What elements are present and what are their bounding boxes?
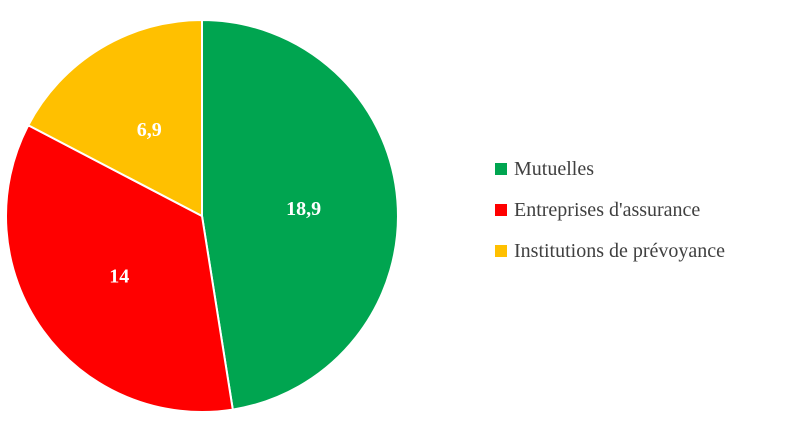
legend-item-mutuelles: Mutuelles	[495, 157, 725, 181]
legend-swatch-green-icon	[495, 163, 507, 175]
slice-value-label-entreprises-assurance: 14	[109, 266, 129, 288]
legend-item-institutions-prevoyance: Institutions de prévoyance	[495, 239, 725, 263]
legend-swatch-yellow-icon	[495, 245, 507, 257]
slice-value-label-institutions-prevoyance: 6,9	[137, 119, 162, 141]
chart-legend: Mutuelles Entreprises d'assurance Instit…	[495, 157, 725, 280]
legend-item-entreprises-assurance: Entreprises d'assurance	[495, 198, 725, 222]
legend-swatch-red-icon	[495, 204, 507, 216]
pie-slice-mutuelles	[201, 19, 399, 411]
pie-slice-entreprises-assurance	[5, 124, 234, 413]
pie-slice-institutions-prevoyance	[27, 19, 203, 217]
legend-label: Entreprises d'assurance	[514, 199, 701, 221]
slice-value-label-mutuelles: 18,9	[286, 198, 321, 220]
legend-label: Mutuelles	[514, 158, 594, 180]
legend-label: Institutions de prévoyance	[514, 240, 726, 262]
pie-chart-svg: 18,9 14 6,9	[5, 19, 399, 413]
pie-chart: 18,9 14 6,9	[5, 19, 399, 413]
